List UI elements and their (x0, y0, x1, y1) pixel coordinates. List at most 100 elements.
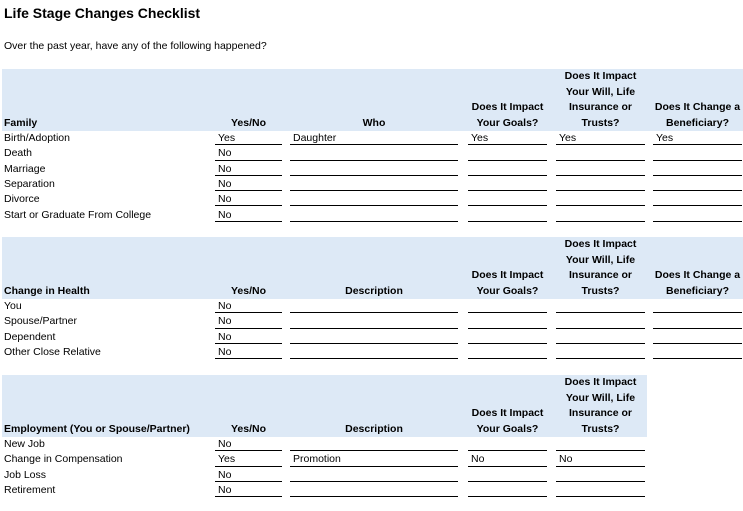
intro-text: Over the past year, have any of the foll… (4, 40, 267, 52)
row-label: Divorce (4, 193, 40, 206)
impact-will-field[interactable] (556, 299, 645, 314)
who-description-field[interactable] (290, 177, 458, 192)
who-description-field[interactable] (290, 162, 458, 176)
who-description-field[interactable] (290, 208, 458, 222)
impact-will-field[interactable] (556, 208, 645, 222)
row-label: Marriage (4, 162, 46, 175)
impact-will-field[interactable]: No (556, 452, 645, 467)
change-beneficiary-field[interactable] (653, 330, 742, 344)
impact-will-field[interactable] (556, 437, 645, 452)
column-header-who-description: Description (345, 422, 403, 435)
impact-goals-field[interactable] (468, 162, 547, 176)
yes-no-field[interactable]: No (215, 162, 282, 176)
change-beneficiary-field[interactable] (653, 345, 742, 360)
yes-no-field[interactable]: No (215, 314, 282, 329)
impact-goals-field[interactable] (468, 468, 547, 482)
impact-will-field[interactable] (556, 162, 645, 176)
impact-goals-field[interactable] (468, 177, 547, 192)
column-header-yes-no: Yes/No (230, 116, 267, 129)
yes-no-field[interactable]: Yes (215, 131, 282, 146)
yes-no-field[interactable]: No (215, 208, 282, 222)
table-row: Spouse/Partner No (2, 314, 743, 329)
row-label: Separation (4, 177, 55, 190)
row-label: New Job (4, 438, 45, 450)
column-header-impact-goals: Does It Impact Your Goals? (471, 101, 544, 129)
impact-goals-field[interactable] (468, 208, 547, 222)
impact-will-field[interactable] (556, 345, 645, 360)
yes-no-field[interactable]: No (215, 330, 282, 344)
who-description-field[interactable]: Daughter (290, 131, 458, 146)
impact-goals-field[interactable] (468, 330, 547, 344)
impact-goals-field[interactable] (468, 483, 547, 498)
yes-no-field[interactable]: No (215, 437, 282, 452)
section-header-band: Employment (You or Spouse/Partner) Yes/No… (2, 375, 647, 437)
column-header-label: Employment (You or Spouse/Partner) (4, 422, 190, 435)
section-header-band: Family Yes/No Who Does It Impact Your Goals… (2, 69, 743, 131)
table-row: Other Close Relative No (2, 345, 743, 360)
column-header-impact-will: Does It Impact Your Will, Life Insurance… (564, 70, 637, 129)
who-description-field[interactable] (290, 483, 458, 498)
impact-goals-field[interactable] (468, 146, 547, 161)
impact-will-field[interactable] (556, 483, 645, 498)
impact-will-field[interactable] (556, 146, 645, 161)
yes-no-field[interactable]: Yes (215, 452, 282, 467)
who-description-field[interactable] (290, 345, 458, 360)
yes-no-field[interactable]: No (215, 299, 282, 314)
row-label: Retirement (4, 483, 56, 496)
impact-goals-field[interactable] (468, 192, 547, 207)
yes-no-field[interactable]: No (215, 483, 282, 498)
column-header-label: Change in Health (4, 284, 90, 297)
change-beneficiary-field[interactable] (653, 314, 742, 329)
row-label: Other Close Relative (4, 345, 101, 358)
change-beneficiary-field[interactable] (653, 208, 742, 222)
yes-no-field[interactable]: No (215, 192, 282, 207)
column-header-change-beneficiary: Does It Change a Beneficiary? (654, 269, 741, 297)
table-row: You No (2, 299, 743, 314)
impact-goals-field[interactable] (468, 314, 547, 329)
column-header-yes-no: Yes/No (230, 422, 267, 435)
page-title: Life Stage Changes Checklist (4, 5, 201, 21)
who-description-field[interactable] (290, 468, 458, 482)
impact-goals-field[interactable]: No (468, 452, 547, 467)
section-header-band: Change in Health Yes/No Description Does It… (2, 237, 743, 299)
table-row: Change in Compensation Yes Promotion No No (2, 452, 743, 467)
impact-goals-field[interactable] (468, 299, 547, 314)
who-description-field[interactable] (290, 314, 458, 329)
who-description-field[interactable] (290, 330, 458, 344)
column-header-impact-will: Does It Impact Your Will, Life Insurance… (564, 238, 637, 297)
table-row: Death No (2, 146, 743, 161)
impact-will-field[interactable]: Yes (556, 131, 645, 146)
impact-will-field[interactable] (556, 192, 645, 207)
who-description-field[interactable] (290, 299, 458, 314)
change-beneficiary-field[interactable] (653, 162, 742, 176)
change-beneficiary-field[interactable] (653, 146, 742, 161)
impact-will-field[interactable] (556, 177, 645, 192)
column-header-who-description: Who (362, 116, 386, 129)
impact-goals-field[interactable]: Yes (468, 131, 547, 146)
impact-will-field[interactable] (556, 468, 645, 482)
who-description-field[interactable]: Promotion (290, 452, 458, 467)
row-label: Spouse/Partner (4, 315, 77, 328)
change-beneficiary-field[interactable] (653, 299, 742, 314)
impact-will-field[interactable] (556, 314, 645, 329)
impact-goals-field[interactable] (468, 345, 547, 360)
who-description-field[interactable] (290, 437, 458, 452)
yes-no-field[interactable]: No (215, 468, 282, 482)
column-header-impact-goals: Does It Impact Your Goals? (471, 407, 544, 435)
change-beneficiary-field[interactable]: Yes (653, 131, 742, 146)
change-beneficiary-field[interactable] (653, 177, 742, 192)
column-header-who-description: Description (345, 284, 403, 297)
yes-no-field[interactable]: No (215, 146, 282, 161)
impact-will-field[interactable] (556, 330, 645, 344)
column-header-change-beneficiary: Does It Change a Beneficiary? (654, 101, 741, 129)
impact-goals-field[interactable] (468, 437, 547, 452)
yes-no-field[interactable]: No (215, 345, 282, 360)
who-description-field[interactable] (290, 192, 458, 207)
change-beneficiary-field[interactable] (653, 192, 742, 207)
column-header-label: Family (4, 116, 38, 129)
row-label: Dependent (4, 330, 56, 343)
table-row: Birth/Adoption Yes Daughter Yes Yes Yes (2, 131, 743, 146)
yes-no-field[interactable]: No (215, 177, 282, 192)
who-description-field[interactable] (290, 146, 458, 161)
table-row: Retirement No (2, 483, 743, 498)
